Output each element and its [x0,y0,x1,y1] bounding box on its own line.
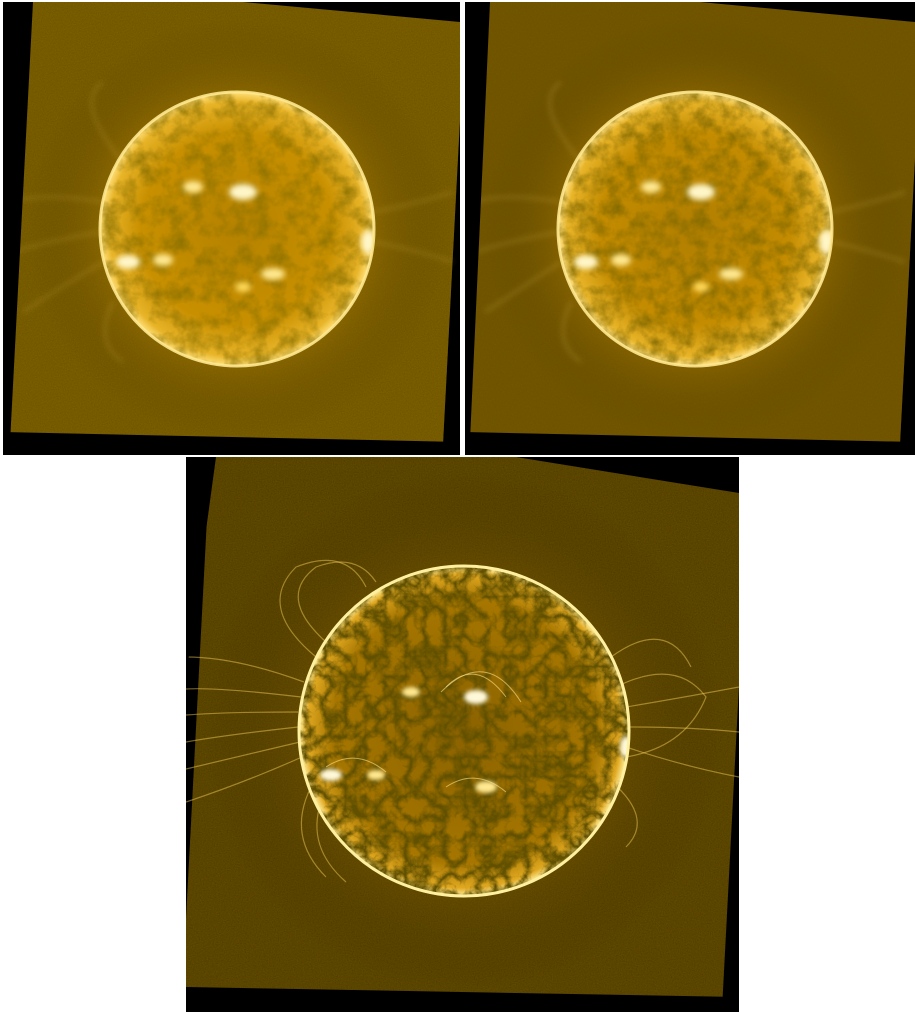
solar-image-3 [186,457,739,1012]
solar-image-2 [465,2,915,455]
solar-image-panel-3 [186,457,739,1012]
solar-image-panel-2 [465,2,915,455]
solar-image-panel-1 [3,2,460,455]
solar-image-1 [3,2,460,455]
